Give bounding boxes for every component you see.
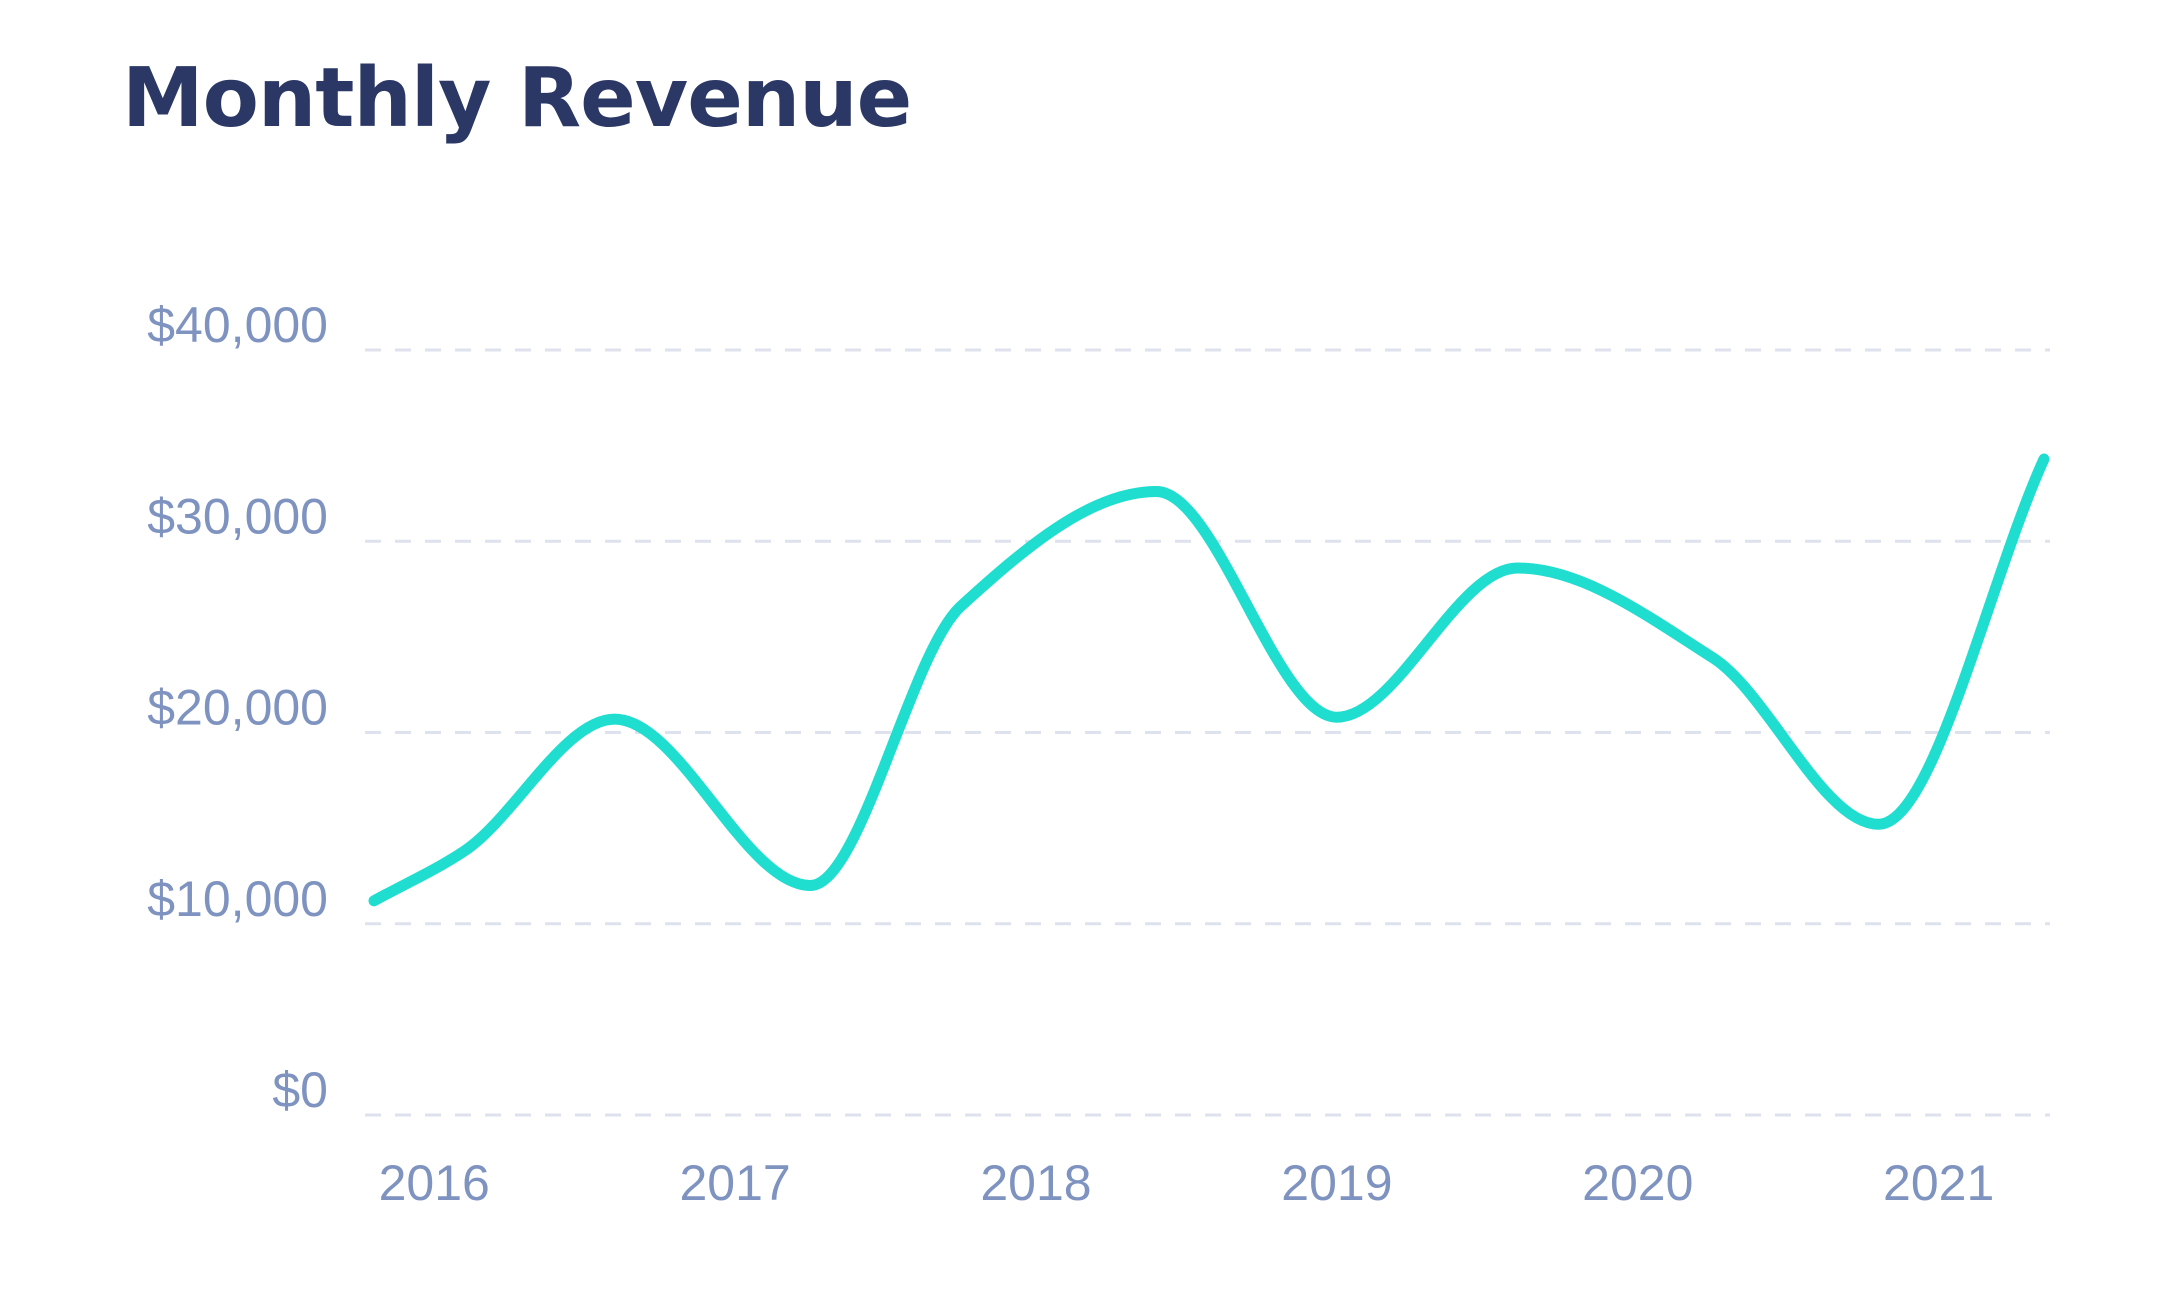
revenue-line [368, 453, 2050, 907]
x-axis-ticks: 2016 2017 2018 2019 2020 2021 [379, 1155, 1995, 1211]
y-tick-label: $20,000 [147, 680, 328, 736]
data-point [1331, 711, 1343, 723]
data-point [1511, 562, 1523, 574]
chart-title: Monthly Revenue [122, 51, 912, 146]
y-axis-ticks: $0 $10,000 $20,000 $30,000 $40,000 [147, 297, 328, 1118]
data-point [804, 880, 816, 892]
x-tick-label: 2017 [679, 1155, 790, 1211]
x-tick-label: 2018 [980, 1155, 1091, 1211]
x-tick-label: 2016 [379, 1155, 490, 1211]
x-tick-label: 2021 [1883, 1155, 1994, 1211]
x-tick-label: 2019 [1281, 1155, 1392, 1211]
series-layer [368, 453, 2050, 907]
x-tick-label: 2020 [1582, 1155, 1693, 1211]
y-tick-label: $30,000 [147, 488, 328, 544]
y-tick-label: $0 [272, 1062, 328, 1118]
data-point [368, 895, 380, 907]
grid-lines [365, 348, 2050, 1117]
data-point [1707, 652, 1719, 664]
y-tick-label: $10,000 [147, 871, 328, 927]
data-point [458, 845, 470, 857]
data-point [1872, 818, 1884, 830]
data-point [609, 713, 621, 725]
data-point [2038, 453, 2050, 465]
data-point [955, 600, 967, 612]
data-point [1150, 486, 1162, 498]
y-tick-label: $40,000 [147, 297, 328, 353]
